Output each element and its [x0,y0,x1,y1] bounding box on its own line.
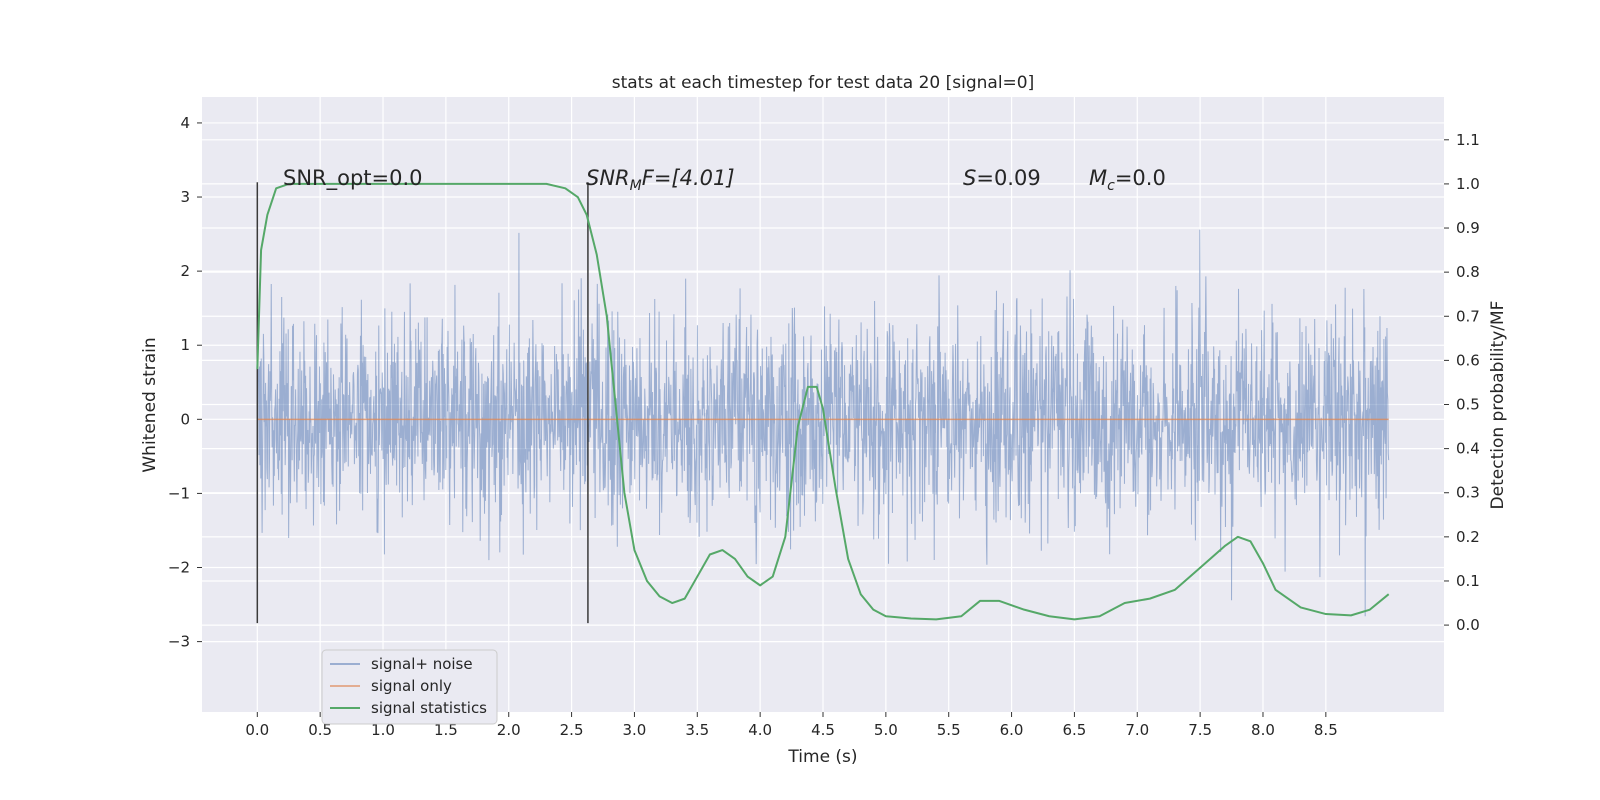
annotation-mc: Mc=0.0 [1089,166,1166,194]
mc-subscript: c [1107,178,1115,194]
x-tick-label: 1.0 [371,721,395,739]
legend-box [321,649,498,725]
annotation-snr-mf: SNRMF=[4.01] [586,166,735,194]
x-tick-label: 0.5 [308,721,332,739]
x-tick-label: 3.5 [685,721,709,739]
y-tick-label: 1 [180,336,190,354]
legend: signal+ noise signal only signal statist… [321,649,498,725]
x-tick-label: 1.5 [434,721,458,739]
y-tick-label: 0 [180,410,190,428]
x-tick-label: 5.0 [874,721,898,739]
x-tick-label: 2.0 [497,721,521,739]
y2-tick-label: 0.4 [1456,440,1480,458]
annotation-s: S=0.09 [963,166,1041,190]
legend-label-signal-statistics: signal statistics [371,699,487,717]
signal-statistics-series [256,182,1390,621]
y2-tick-label: 0.0 [1456,616,1480,634]
x-axis-label: Time (s) [787,747,857,767]
x-tick-label: 5.5 [937,721,961,739]
x-tick-label: 8.0 [1251,721,1275,739]
signal-statistics-line [256,182,1390,621]
s-symbol: S [963,166,976,190]
y2-tick-label: 0.8 [1456,263,1480,281]
y-axis-right-ticks: 1.1 1.0 0.9 0.8 0.7 0.6 0.5 0.4 0.3 0.2 0.1 0.0 [1444,131,1480,634]
y2-tick-label: 1.1 [1456,131,1480,149]
signal-noise-line [256,229,1390,617]
y-tick-label: −3 [168,633,190,651]
y2-tick-label: 0.3 [1456,484,1480,502]
snr-mf-symbol: SNR [586,166,630,190]
legend-label-signal-noise: signal+ noise [371,655,473,673]
y2-tick-label: 0.2 [1456,528,1480,546]
y2-tick-label: 0.6 [1456,351,1480,369]
x-tick-label: 3.0 [623,721,647,739]
snr-mf-subscript: M [630,178,642,194]
annotation-snr-opt: SNR_opt=0.0 [283,166,423,191]
y2-tick-label: 1.0 [1456,175,1480,193]
x-tick-label: 7.0 [1125,721,1149,739]
y-tick-label: −2 [168,559,190,577]
mc-value: =0.0 [1115,166,1166,190]
signal-noise-series [256,229,1390,617]
y2-tick-label: 0.5 [1456,396,1480,414]
x-axis-ticks: 0.0 0.5 1.0 1.5 2.0 2.5 3.0 3.5 4.0 4.5 5.0 5.5 6.0 6… [245,712,1338,739]
x-tick-label: 2.5 [560,721,584,739]
y-axis-right-label: Detection probability/MF [1488,301,1508,510]
y-axis-left-label: Whitened strain [140,337,160,472]
x-tick-label: 4.0 [748,721,772,739]
x-tick-label: 4.5 [811,721,835,739]
vertical-markers [256,182,589,624]
x-tick-label: 8.5 [1314,721,1338,739]
x-tick-label: 6.5 [1062,721,1086,739]
x-tick-label: 6.0 [1000,721,1024,739]
x-tick-label: 7.5 [1188,721,1212,739]
y-tick-label: 2 [180,262,190,280]
y-tick-label: −1 [168,484,190,502]
y-tick-label: 3 [180,188,190,206]
y2-tick-label: 0.9 [1456,219,1480,237]
y-axis-left-ticks: 4 3 2 1 0 −1 −2 −3 [168,114,202,651]
legend-label-signal-only: signal only [371,677,452,695]
y-tick-label: 4 [180,114,190,132]
s-value: =0.09 [976,166,1040,190]
chart-title: stats at each timestep for test data 20 … [612,73,1035,93]
x-tick-label: 0.0 [245,721,269,739]
snr-mf-value: F=[4.01] [642,166,735,190]
mc-symbol: M [1089,166,1107,190]
y2-tick-label: 0.1 [1456,572,1480,590]
y2-tick-label: 0.7 [1456,307,1480,325]
